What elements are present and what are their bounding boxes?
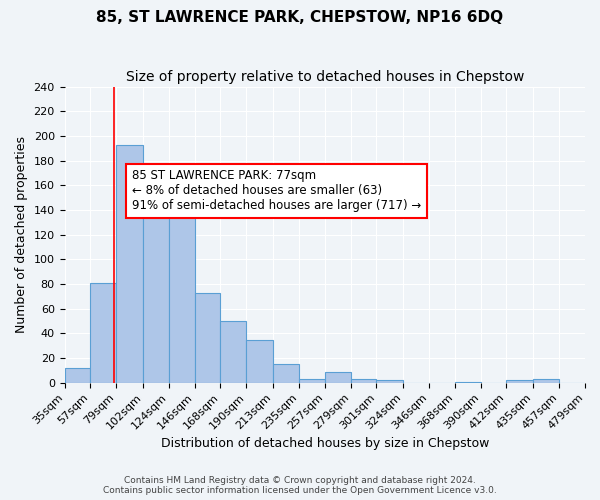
Bar <box>116 144 143 382</box>
Bar <box>143 166 169 382</box>
Bar <box>246 340 273 382</box>
X-axis label: Distribution of detached houses by size in Chepstow: Distribution of detached houses by size … <box>161 437 489 450</box>
Bar <box>350 379 376 382</box>
Bar <box>376 380 403 382</box>
Bar <box>169 214 194 382</box>
Bar <box>65 368 91 382</box>
Bar <box>91 283 116 382</box>
Bar <box>506 380 533 382</box>
Text: 85 ST LAWRENCE PARK: 77sqm
← 8% of detached houses are smaller (63)
91% of semi-: 85 ST LAWRENCE PARK: 77sqm ← 8% of detac… <box>132 170 421 212</box>
Bar <box>194 292 220 382</box>
Bar <box>273 364 299 382</box>
Bar <box>325 372 350 382</box>
Bar <box>299 379 325 382</box>
Y-axis label: Number of detached properties: Number of detached properties <box>15 136 28 333</box>
Bar <box>220 321 246 382</box>
Title: Size of property relative to detached houses in Chepstow: Size of property relative to detached ho… <box>125 70 524 84</box>
Text: 85, ST LAWRENCE PARK, CHEPSTOW, NP16 6DQ: 85, ST LAWRENCE PARK, CHEPSTOW, NP16 6DQ <box>97 10 503 25</box>
Bar <box>533 379 559 382</box>
Text: Contains HM Land Registry data © Crown copyright and database right 2024.
Contai: Contains HM Land Registry data © Crown c… <box>103 476 497 495</box>
